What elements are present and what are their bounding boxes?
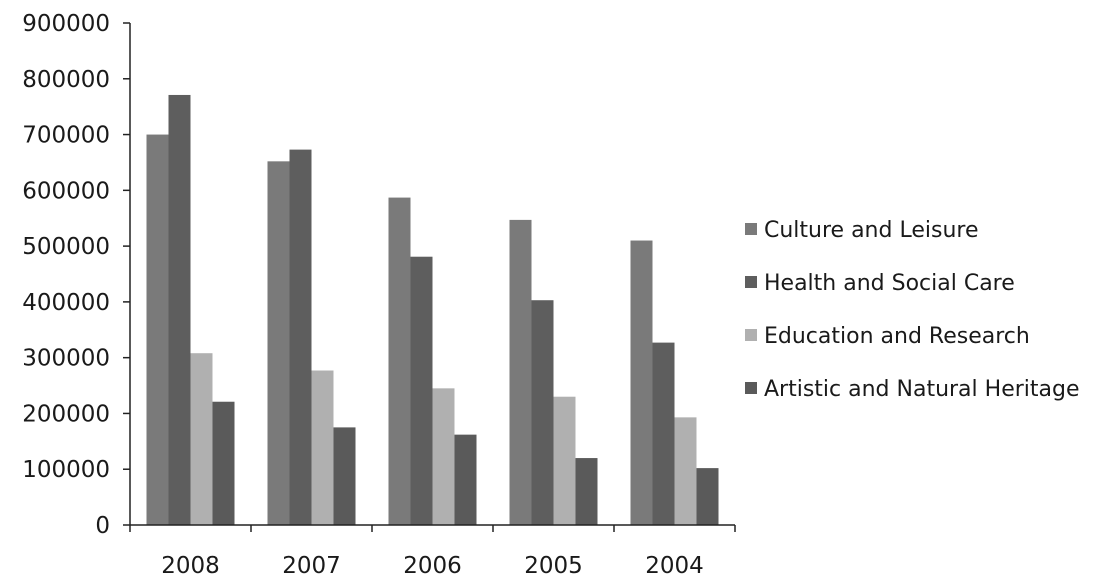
bar: [432, 388, 455, 525]
bar: [190, 353, 213, 525]
bar: [333, 427, 356, 525]
y-tick-label: 100000: [22, 457, 110, 483]
x-axis: 2008 2007 2006 2005 2004: [129, 524, 736, 579]
y-tick-label: 800000: [22, 67, 110, 93]
bar: [630, 240, 653, 526]
legend-swatch: [745, 276, 757, 288]
bar: [388, 197, 411, 525]
bar: [410, 256, 433, 525]
legend-label: Culture and Leisure: [764, 218, 978, 243]
y-tick-label: 500000: [22, 234, 110, 260]
legend-swatch: [745, 382, 757, 394]
legend-label: Health and Social Care: [764, 271, 1015, 296]
y-tick-label: 300000: [22, 346, 110, 372]
bar: [674, 417, 697, 525]
y-tick-label: 0: [95, 513, 110, 539]
y-tick-label: 600000: [22, 178, 110, 204]
bar: [168, 94, 191, 525]
bar: [696, 468, 719, 525]
legend-swatch: [745, 329, 757, 341]
x-tick-label: 2007: [282, 553, 341, 579]
bar: [652, 342, 675, 525]
plot-area: [146, 94, 719, 526]
bar: [267, 161, 290, 525]
y-tick-label: 700000: [22, 123, 110, 149]
bar: [212, 401, 235, 525]
legend-swatch: [745, 223, 757, 235]
y-axis: 0 100000 200000 300000 400000 500000 600000 700…: [22, 11, 131, 539]
y-tick-label: 400000: [22, 290, 110, 316]
legend: Culture and Leisure Health and Social Car…: [745, 218, 1080, 402]
bar: [509, 219, 532, 525]
bar: [454, 434, 477, 525]
x-tick-label: 2004: [645, 553, 704, 579]
bar: [553, 396, 576, 525]
y-tick-label: 900000: [22, 11, 110, 37]
x-tick-label: 2008: [161, 553, 220, 579]
bar: [146, 134, 169, 526]
bar: [289, 149, 312, 526]
legend-label: Artistic and Natural Heritage: [764, 377, 1080, 402]
bar: [311, 370, 334, 525]
x-tick-label: 2005: [524, 553, 583, 579]
y-tick-label: 200000: [22, 401, 110, 427]
bar: [575, 458, 598, 525]
bar: [531, 300, 554, 525]
legend-label: Education and Research: [764, 324, 1030, 349]
x-tick-label: 2006: [403, 553, 462, 579]
